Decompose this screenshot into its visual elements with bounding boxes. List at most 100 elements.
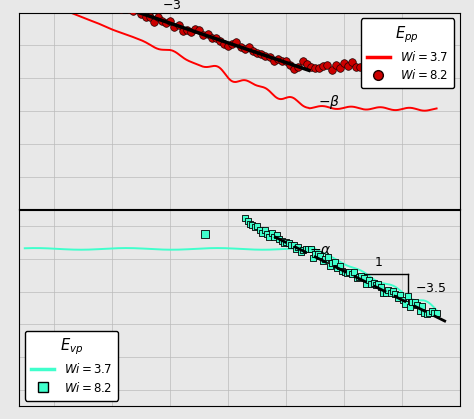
Point — [251, 223, 259, 230]
Point — [263, 231, 271, 238]
Point — [380, 290, 387, 297]
Point — [321, 256, 329, 263]
Point — [303, 61, 310, 68]
Point — [416, 308, 423, 314]
Point — [208, 34, 216, 41]
Point — [332, 62, 339, 69]
Point — [396, 292, 404, 298]
Point — [343, 269, 351, 276]
Point — [386, 64, 393, 71]
Point — [275, 235, 283, 242]
Point — [283, 239, 290, 246]
Point — [319, 258, 327, 264]
Point — [273, 232, 281, 238]
Point — [428, 308, 436, 315]
Point — [100, 0, 108, 7]
Point — [295, 63, 302, 70]
Point — [261, 227, 268, 233]
Text: 1: 1 — [374, 256, 383, 269]
Point — [158, 18, 166, 25]
Point — [285, 239, 292, 246]
Point — [171, 24, 178, 31]
Point — [387, 290, 394, 297]
Point — [426, 309, 433, 316]
Point — [419, 61, 426, 68]
Point — [109, 0, 116, 7]
Point — [346, 268, 353, 275]
Point — [244, 218, 251, 225]
Point — [365, 277, 373, 284]
Point — [92, 0, 100, 2]
Point — [287, 242, 295, 248]
Point — [195, 27, 203, 34]
Point — [406, 62, 414, 68]
Point — [249, 48, 257, 54]
Point — [175, 22, 182, 28]
Point — [278, 58, 286, 65]
Point — [357, 64, 365, 70]
Point — [365, 61, 373, 67]
Point — [326, 263, 334, 269]
Point — [237, 43, 245, 50]
Point — [315, 65, 323, 72]
Point — [268, 230, 275, 236]
Point — [150, 18, 157, 25]
Point — [328, 67, 335, 73]
Point — [274, 56, 282, 62]
Point — [256, 227, 264, 234]
Point — [253, 49, 261, 56]
Point — [341, 268, 348, 275]
Point — [187, 29, 195, 36]
Point — [324, 62, 331, 69]
Point — [336, 65, 344, 71]
Point — [295, 243, 302, 250]
Point — [204, 31, 211, 38]
Point — [398, 64, 406, 71]
Point — [348, 59, 356, 66]
Point — [430, 310, 438, 317]
Point — [297, 249, 305, 256]
Point — [367, 281, 375, 287]
Point — [283, 57, 290, 64]
Point — [433, 310, 440, 317]
Point — [134, 5, 141, 12]
Point — [224, 43, 232, 49]
Point — [384, 286, 392, 293]
Point — [245, 43, 253, 50]
Point — [257, 50, 265, 57]
Point — [402, 65, 410, 72]
Point — [324, 254, 331, 261]
Point — [146, 13, 154, 20]
Point — [344, 63, 352, 70]
Point — [307, 64, 315, 70]
Point — [233, 39, 240, 45]
Point — [382, 290, 390, 297]
Point — [418, 303, 426, 309]
Point — [360, 275, 368, 282]
Point — [302, 246, 310, 252]
Point — [409, 299, 416, 305]
Point — [179, 28, 186, 34]
Point — [350, 269, 358, 276]
Point — [410, 63, 418, 70]
Point — [265, 234, 273, 241]
Point — [309, 254, 317, 261]
Point — [129, 8, 137, 15]
Legend: $Wi = 3.7$, $Wi = 8.2$: $Wi = 3.7$, $Wi = 8.2$ — [25, 331, 118, 401]
Point — [413, 302, 421, 309]
Point — [427, 62, 435, 69]
Point — [249, 222, 256, 228]
Point — [399, 297, 406, 304]
Point — [319, 62, 327, 69]
Point — [394, 59, 401, 66]
Point — [314, 251, 322, 257]
Point — [163, 20, 170, 26]
Point — [241, 46, 248, 53]
Point — [377, 62, 385, 69]
Point — [117, 6, 125, 13]
Point — [183, 27, 191, 34]
Point — [280, 239, 288, 246]
Text: $-\beta$: $-\beta$ — [318, 93, 340, 111]
Point — [336, 263, 344, 269]
Point — [358, 273, 365, 279]
